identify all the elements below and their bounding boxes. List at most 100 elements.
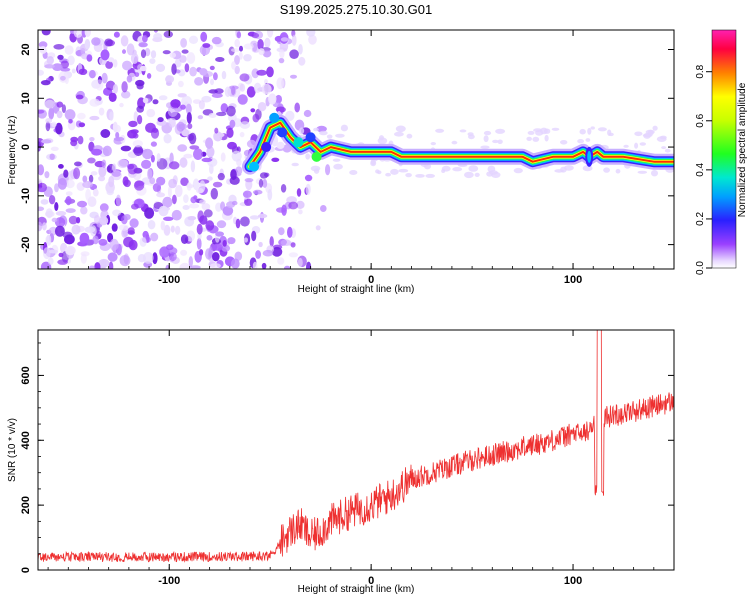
- noise-blob: [238, 52, 243, 60]
- noise-blob: [108, 57, 115, 63]
- noise-blob: [251, 230, 257, 242]
- noise-blob: [425, 173, 436, 178]
- noise-blob: [252, 189, 263, 195]
- snr-marks: [38, 330, 674, 563]
- noise-blob: [121, 81, 128, 93]
- noise-blob: [128, 239, 138, 251]
- noise-blob: [298, 44, 303, 55]
- noise-blob: [123, 214, 131, 221]
- noise-blob: [65, 196, 72, 206]
- noise-blob: [112, 121, 118, 133]
- noise-blob: [276, 77, 285, 90]
- noise-blob: [242, 190, 252, 198]
- noise-blob: [150, 50, 157, 59]
- noise-blobs: [38, 30, 674, 269]
- noise-blob: [527, 130, 535, 135]
- noise-blob: [43, 247, 51, 260]
- noise-blob: [474, 172, 480, 177]
- noise-blob: [165, 75, 175, 84]
- noise-blob: [122, 60, 132, 71]
- noise-blob: [213, 131, 223, 142]
- noise-blob: [394, 131, 404, 137]
- noise-blob: [326, 134, 333, 139]
- noise-blob: [299, 127, 305, 135]
- noise-blob: [257, 213, 268, 219]
- noise-blob: [315, 225, 321, 231]
- noise-blob: [190, 265, 201, 269]
- noise-blob: [220, 201, 226, 211]
- noise-blob: [184, 63, 190, 73]
- noise-blob: [234, 251, 243, 261]
- noise-blob: [98, 238, 108, 246]
- noise-blob: [199, 215, 208, 225]
- noise-blob: [108, 176, 115, 188]
- noise-blob: [112, 59, 118, 68]
- noise-blob: [40, 80, 51, 86]
- noise-blob: [115, 132, 120, 139]
- noise-blob: [257, 39, 264, 50]
- noise-blob: [298, 209, 303, 215]
- snr-panel: -100 0 100 0 200 400 600 Height of straight li…: [7, 329, 675, 595]
- noise-blob: [99, 203, 109, 212]
- noise-blob: [239, 121, 251, 129]
- noise-blob: [179, 55, 187, 63]
- noise-blob: [251, 32, 260, 39]
- noise-blob: [278, 227, 285, 236]
- noise-blob: [133, 111, 138, 123]
- noise-blob: [316, 125, 327, 133]
- snr-x-tick-label: -100: [158, 575, 180, 587]
- noise-blob: [208, 246, 213, 259]
- noise-blob: [140, 65, 147, 72]
- noise-blob: [651, 170, 658, 177]
- noise-blob: [279, 49, 285, 59]
- noise-blob: [128, 120, 138, 128]
- noise-blob: [111, 170, 122, 181]
- noise-blob: [464, 171, 474, 179]
- noise-blob: [91, 37, 101, 46]
- noise-blob: [109, 111, 114, 121]
- spectrogram-x-tick-label: -100: [158, 274, 180, 286]
- noise-blob: [105, 60, 113, 69]
- noise-blob: [111, 223, 118, 232]
- track-onset-blob: [261, 142, 272, 153]
- noise-blob: [71, 68, 76, 74]
- noise-blob: [211, 36, 222, 45]
- noise-blob: [55, 122, 63, 135]
- noise-blob: [169, 252, 177, 262]
- track-onset-blob: [269, 112, 280, 123]
- noise-blob: [121, 90, 131, 99]
- noise-blob: [276, 141, 285, 149]
- noise-blob: [405, 173, 412, 178]
- noise-blob: [560, 140, 568, 145]
- track-burst-core: [587, 150, 592, 163]
- noise-blob: [48, 107, 55, 120]
- noise-blob: [38, 221, 43, 232]
- noise-blob: [597, 127, 607, 132]
- noise-blob: [180, 249, 188, 256]
- noise-blob: [101, 159, 107, 169]
- spectrogram-marks: [38, 30, 674, 269]
- noise-blob: [526, 136, 532, 141]
- spectrogram-y-tick-label: 0: [20, 144, 32, 150]
- snr-y-axis-label: SNR (10 * v/v): [7, 418, 18, 482]
- noise-blob: [231, 61, 236, 70]
- noise-blob: [244, 198, 253, 206]
- noise-blob: [109, 238, 119, 251]
- noise-blob: [435, 128, 445, 133]
- snr-frame: [37, 329, 675, 571]
- noise-blob: [169, 52, 176, 58]
- noise-blob: [64, 45, 74, 55]
- noise-blob: [168, 161, 180, 170]
- colorbar-gradient: [711, 29, 737, 269]
- noise-blob: [54, 217, 66, 228]
- noise-blob: [306, 30, 316, 37]
- noise-blob: [192, 178, 200, 191]
- spectrogram-y-tick-label: -20: [20, 237, 32, 253]
- noise-blob: [74, 161, 82, 167]
- noise-blob: [250, 108, 256, 113]
- noise-blob: [67, 55, 75, 66]
- noise-blob: [290, 242, 296, 248]
- spectrogram-y-axis-label: Frequency (Hz): [7, 116, 18, 185]
- noise-blob: [551, 127, 560, 131]
- noise-blob: [243, 43, 254, 50]
